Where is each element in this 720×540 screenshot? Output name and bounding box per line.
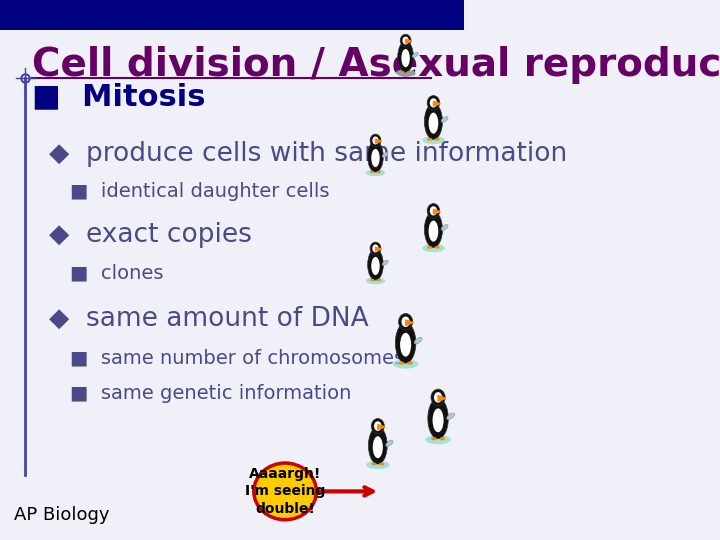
Ellipse shape bbox=[435, 246, 440, 249]
Text: ■  identical daughter cells: ■ identical daughter cells bbox=[70, 182, 329, 201]
Ellipse shape bbox=[427, 96, 440, 110]
Ellipse shape bbox=[393, 360, 418, 369]
Ellipse shape bbox=[372, 418, 384, 434]
Ellipse shape bbox=[424, 212, 443, 247]
Ellipse shape bbox=[400, 71, 405, 73]
Ellipse shape bbox=[382, 152, 388, 157]
Text: AP Biology: AP Biology bbox=[14, 506, 109, 524]
Ellipse shape bbox=[379, 463, 384, 465]
Text: Cell division / Asexual reproduction: Cell division / Asexual reproduction bbox=[32, 46, 720, 84]
Ellipse shape bbox=[370, 242, 381, 255]
Ellipse shape bbox=[434, 392, 442, 403]
Ellipse shape bbox=[370, 279, 374, 281]
Ellipse shape bbox=[399, 314, 413, 330]
Text: ■  same number of chromosomes: ■ same number of chromosomes bbox=[70, 348, 404, 367]
Polygon shape bbox=[433, 210, 441, 214]
Ellipse shape bbox=[370, 134, 381, 147]
Ellipse shape bbox=[414, 338, 422, 344]
Ellipse shape bbox=[407, 71, 411, 73]
Ellipse shape bbox=[368, 141, 383, 172]
Ellipse shape bbox=[396, 69, 415, 76]
Ellipse shape bbox=[428, 399, 449, 438]
Polygon shape bbox=[376, 139, 382, 143]
Ellipse shape bbox=[254, 463, 316, 519]
Ellipse shape bbox=[430, 98, 437, 107]
Polygon shape bbox=[433, 102, 441, 106]
Text: ◆  produce cells with same information: ◆ produce cells with same information bbox=[49, 141, 567, 167]
Ellipse shape bbox=[382, 260, 388, 265]
Ellipse shape bbox=[426, 435, 451, 444]
Ellipse shape bbox=[447, 413, 454, 420]
Ellipse shape bbox=[430, 206, 437, 215]
FancyBboxPatch shape bbox=[0, 0, 464, 30]
Text: ◆  exact copies: ◆ exact copies bbox=[49, 222, 251, 248]
Ellipse shape bbox=[369, 427, 387, 464]
Ellipse shape bbox=[427, 246, 432, 249]
Text: ◆  same amount of DNA: ◆ same amount of DNA bbox=[49, 306, 369, 332]
Polygon shape bbox=[405, 320, 413, 326]
Polygon shape bbox=[376, 247, 382, 251]
Ellipse shape bbox=[413, 52, 418, 57]
Ellipse shape bbox=[428, 113, 438, 134]
Ellipse shape bbox=[402, 49, 410, 68]
Ellipse shape bbox=[424, 104, 443, 139]
Ellipse shape bbox=[441, 225, 448, 231]
Ellipse shape bbox=[372, 149, 379, 167]
Ellipse shape bbox=[372, 245, 379, 253]
Ellipse shape bbox=[372, 463, 377, 465]
Ellipse shape bbox=[427, 204, 440, 218]
Text: ■  same genetic information: ■ same genetic information bbox=[70, 383, 351, 403]
Ellipse shape bbox=[370, 171, 374, 173]
Ellipse shape bbox=[422, 244, 445, 252]
Ellipse shape bbox=[395, 323, 416, 363]
Ellipse shape bbox=[422, 136, 445, 144]
Ellipse shape bbox=[402, 37, 409, 45]
Ellipse shape bbox=[402, 316, 410, 327]
Text: ■  Mitosis: ■ Mitosis bbox=[32, 83, 206, 112]
Ellipse shape bbox=[431, 437, 436, 440]
Ellipse shape bbox=[377, 279, 381, 281]
Polygon shape bbox=[438, 395, 446, 401]
Ellipse shape bbox=[435, 138, 440, 141]
Polygon shape bbox=[405, 39, 412, 43]
Ellipse shape bbox=[377, 171, 381, 173]
Ellipse shape bbox=[366, 277, 385, 284]
Ellipse shape bbox=[368, 249, 383, 280]
FancyArrowPatch shape bbox=[319, 487, 373, 496]
Ellipse shape bbox=[400, 333, 411, 357]
Ellipse shape bbox=[408, 361, 413, 365]
Ellipse shape bbox=[366, 461, 390, 469]
Ellipse shape bbox=[372, 257, 379, 275]
Ellipse shape bbox=[372, 137, 379, 145]
Ellipse shape bbox=[400, 34, 411, 47]
Ellipse shape bbox=[366, 169, 385, 176]
Ellipse shape bbox=[428, 221, 438, 241]
Ellipse shape bbox=[433, 408, 444, 432]
Ellipse shape bbox=[440, 437, 445, 440]
Ellipse shape bbox=[373, 436, 383, 458]
Ellipse shape bbox=[397, 41, 413, 72]
Ellipse shape bbox=[441, 117, 448, 123]
Polygon shape bbox=[378, 424, 385, 429]
Text: Aaaargh!
I'm seeing
double!: Aaaargh! I'm seeing double! bbox=[245, 467, 325, 516]
Ellipse shape bbox=[374, 421, 382, 431]
Ellipse shape bbox=[399, 361, 404, 365]
Ellipse shape bbox=[386, 441, 393, 447]
Text: ■  clones: ■ clones bbox=[70, 263, 163, 282]
Ellipse shape bbox=[431, 389, 445, 406]
Ellipse shape bbox=[427, 138, 432, 141]
